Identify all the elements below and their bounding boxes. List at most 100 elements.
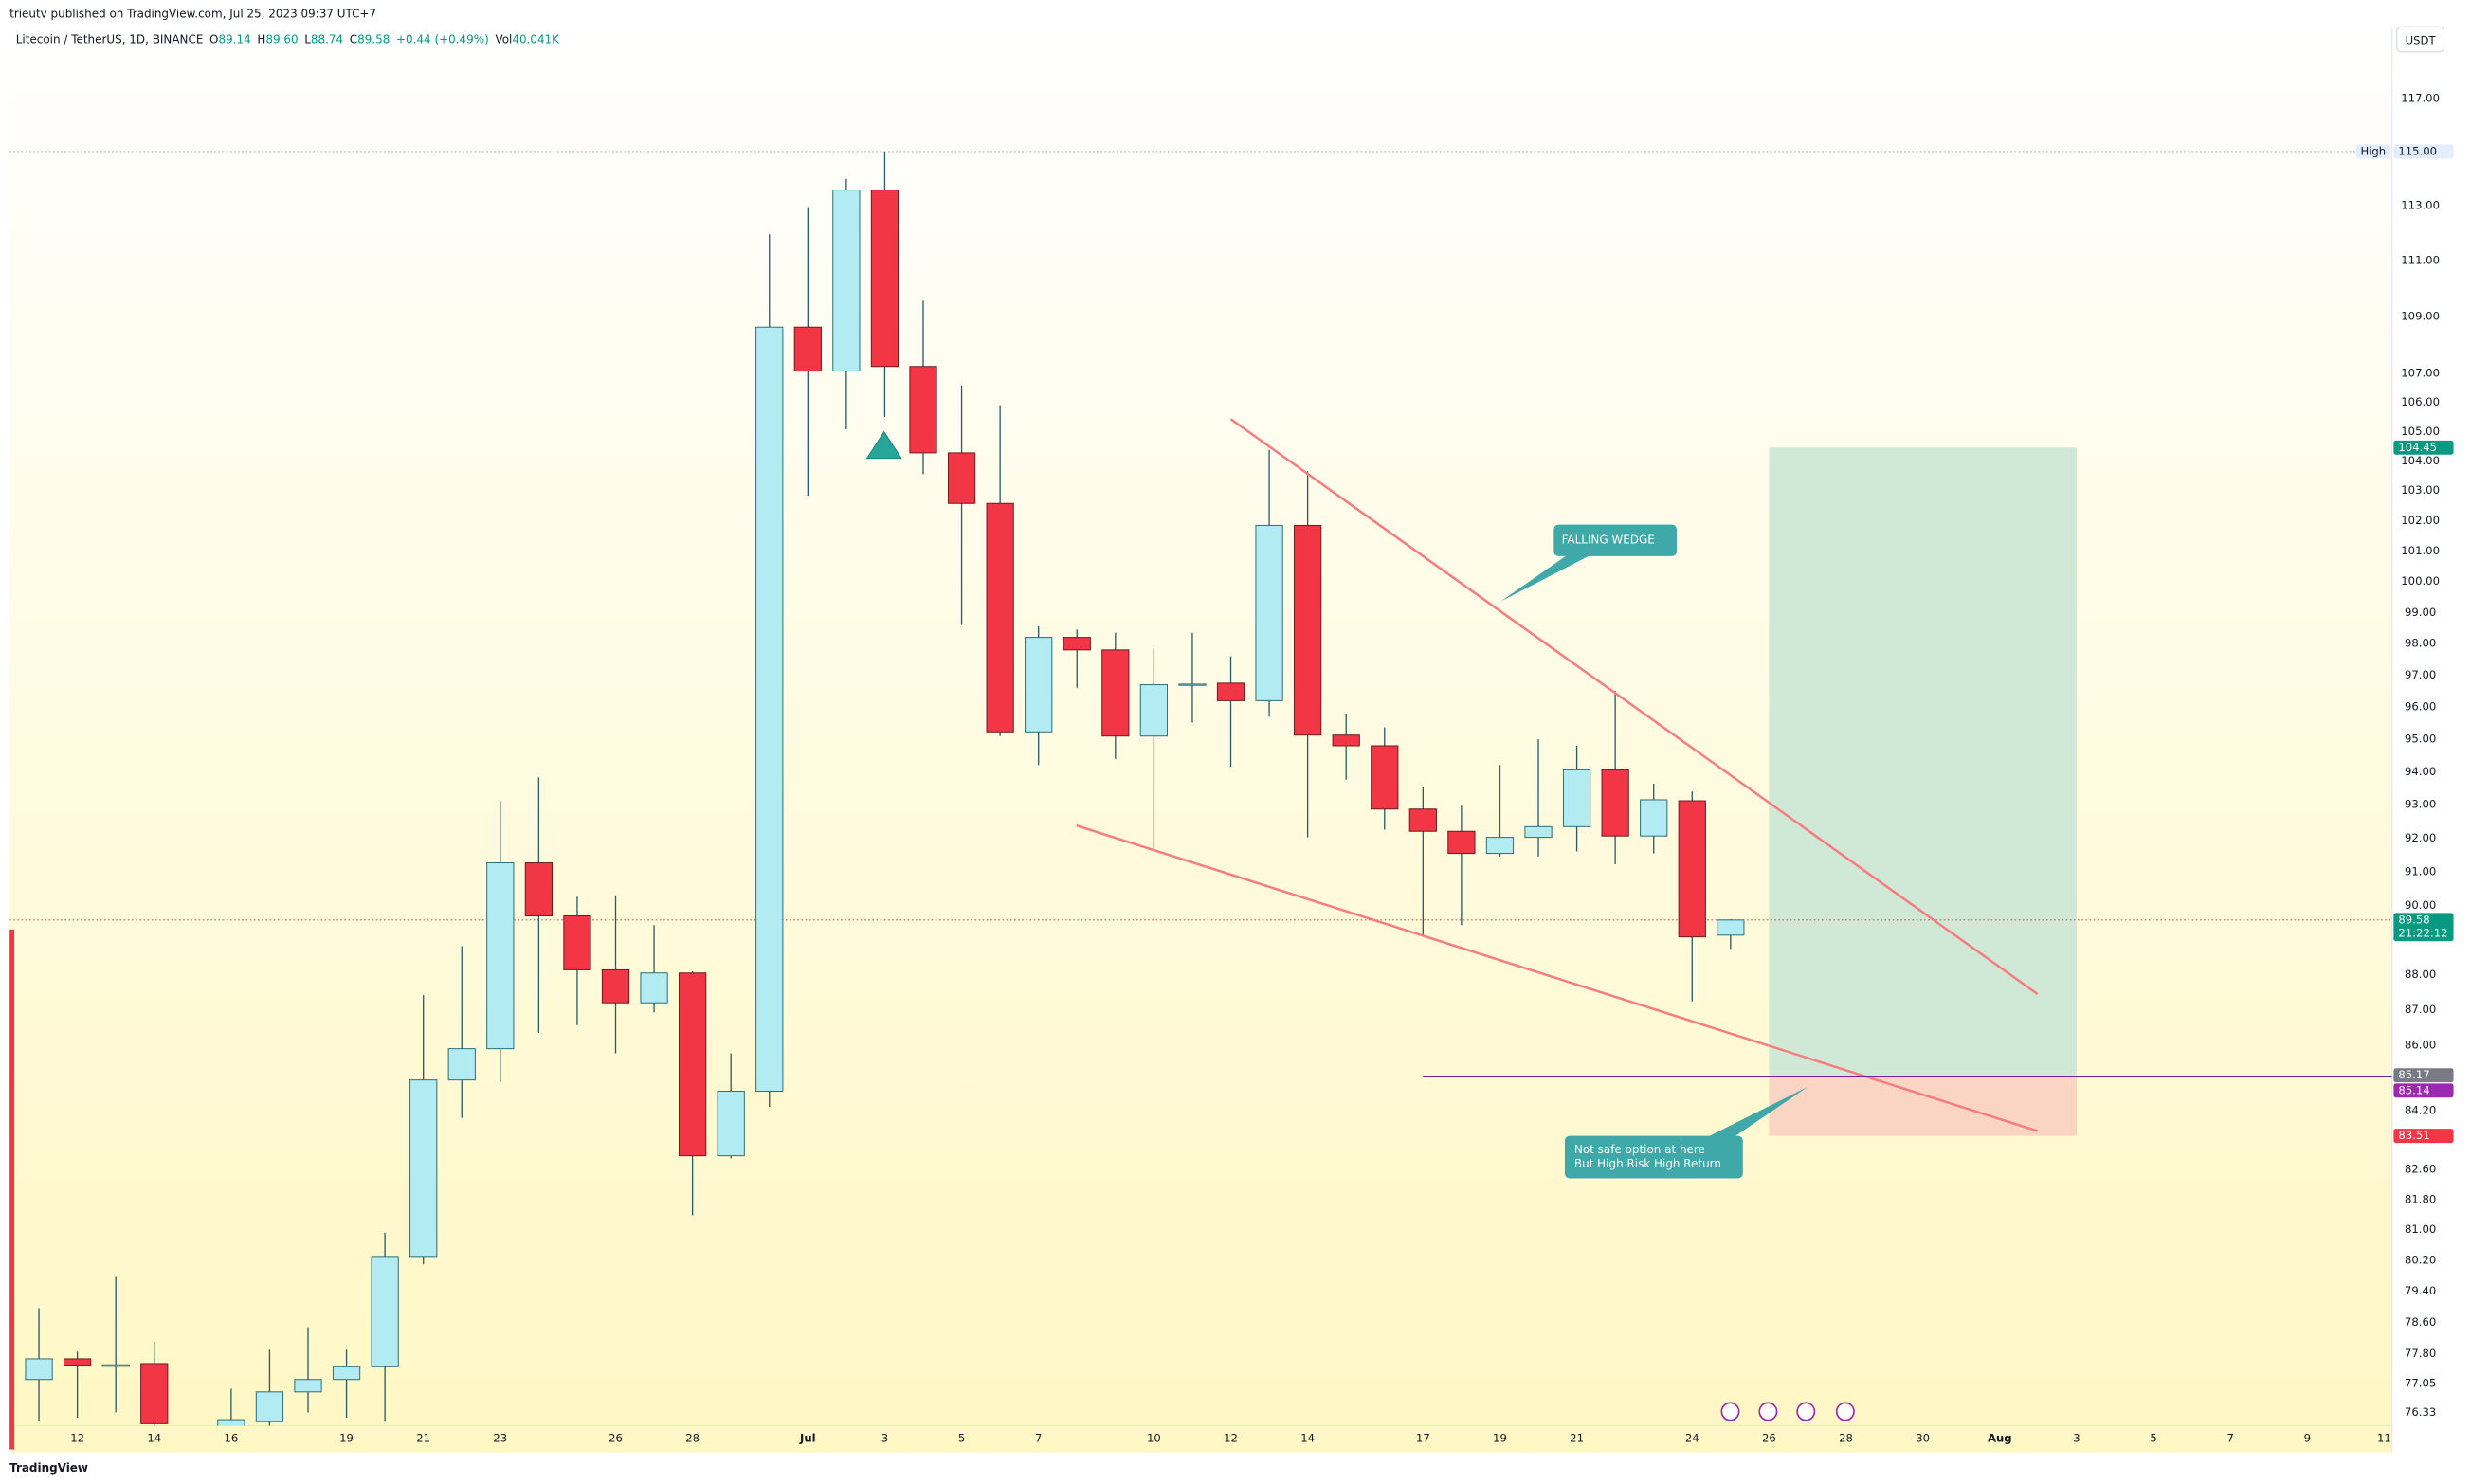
x-tick-label: 7 (2226, 1431, 2233, 1444)
y-tick-label: 100.00 (2401, 574, 2440, 588)
target-label-box (2393, 440, 2454, 455)
target-label: 104.45 (2398, 441, 2437, 454)
candle-body (1101, 649, 1130, 737)
x-tick-label: 21 (416, 1431, 430, 1444)
callout-text: But High Risk High Return (1574, 1157, 1721, 1170)
y-tick-label: 105.00 (2401, 425, 2440, 438)
y-tick-label: 80.20 (2405, 1253, 2436, 1266)
candle-body (717, 1091, 745, 1157)
x-tick-label: 30 (1916, 1431, 1930, 1444)
support-label: 85.14 (2398, 1083, 2429, 1096)
y-tick-label: 101.00 (2401, 544, 2440, 557)
candle-body (563, 914, 591, 970)
candle-body (909, 366, 937, 454)
candle-body (601, 968, 630, 1004)
high-value-box (2393, 144, 2454, 159)
legend-value: 89.14 (218, 32, 250, 45)
high-value: 115.00 (2398, 144, 2437, 157)
stop-label: 83.51 (2398, 1129, 2429, 1142)
high-tag-box (2355, 144, 2391, 159)
y-tick-label: 102.00 (2401, 514, 2440, 527)
x-tick-label: 9 (2304, 1431, 2311, 1444)
legend-key: L (304, 32, 311, 45)
x-tick-label: 28 (1839, 1431, 1853, 1444)
x-tick-label: 19 (1493, 1431, 1507, 1444)
x-tick-label: 24 (1685, 1431, 1699, 1444)
legend-key: H (257, 32, 265, 45)
candle-body (447, 1048, 476, 1081)
candle-body (1524, 825, 1553, 839)
x-tick-label: 3 (881, 1431, 888, 1444)
candle-body (1371, 745, 1399, 810)
y-tick-label: 84.20 (2405, 1103, 2436, 1116)
x-tick-label: 12 (1224, 1431, 1238, 1444)
candle-body (1063, 637, 1091, 651)
candle-body (409, 1079, 438, 1258)
callout-box (1553, 524, 1677, 556)
candle-body (25, 1358, 53, 1381)
event-icon[interactable] (1758, 1402, 1778, 1421)
trendline-lower (1076, 823, 2039, 1132)
entry-label-box (2393, 1068, 2454, 1083)
x-tick-label: 12 (70, 1431, 84, 1444)
y-tick-label: 92.00 (2405, 831, 2436, 844)
y-tick-label: 96.00 (2405, 700, 2436, 714)
high-tag: High (2360, 144, 2386, 157)
candle-body (870, 190, 899, 368)
candle-body (1678, 800, 1706, 938)
candle-body (1447, 830, 1476, 855)
candle-body (755, 326, 784, 1093)
candle-body (1408, 808, 1437, 832)
legend-value: 88.74 (311, 32, 343, 45)
symbol: Litecoin / TetherUS, 1D, BINANCE (16, 32, 204, 45)
x-tick-label: 26 (609, 1431, 623, 1444)
candle-body (1485, 837, 1515, 855)
y-tick-label: 94.00 (2405, 765, 2436, 778)
y-tick-label: 106.00 (2401, 395, 2440, 408)
y-tick-label: 99.00 (2405, 606, 2436, 619)
y-tick-label: 98.00 (2405, 637, 2436, 650)
y-tick-label: 77.80 (2405, 1347, 2436, 1360)
candle-body (1139, 684, 1169, 737)
legend: Litecoin / TetherUS, 1D, BINANCE O89.14 H8… (16, 32, 560, 45)
y-tick-label: 91.00 (2405, 864, 2436, 878)
trendline-upper (1229, 418, 2039, 996)
y-tick-label: 87.00 (2405, 1003, 2436, 1016)
x-tick-label: Aug (1988, 1431, 2012, 1444)
y-tick-label: 104.00 (2401, 454, 2440, 467)
candle-body (1640, 799, 1668, 837)
legend-change: +0.44 (+0.49%) (396, 32, 489, 45)
event-icon[interactable] (1835, 1402, 1855, 1421)
x-tick-label: 14 (147, 1431, 161, 1444)
currency: USDT (2406, 34, 2437, 47)
x-tick-label: 3 (2073, 1431, 2080, 1444)
x-tick-label: 5 (958, 1431, 965, 1444)
y-tick-label: 88.00 (2405, 968, 2436, 981)
x-tick-label: 23 (493, 1431, 507, 1444)
candle-body (1216, 682, 1245, 701)
y-tick-label: 77.05 (2405, 1376, 2436, 1389)
candle-body (140, 1363, 169, 1424)
legend-value: 89.58 (357, 32, 390, 45)
x-tick-label: 19 (339, 1431, 354, 1444)
candle-body (1294, 524, 1322, 736)
candle-body (1332, 734, 1360, 747)
callout-text: Not safe option at here (1574, 1143, 1705, 1156)
legend-key: O (209, 32, 218, 45)
candle-body (101, 1364, 130, 1367)
y-tick-label: 86.00 (2405, 1039, 2436, 1052)
y-tick-label: 90.00 (2405, 898, 2436, 912)
candle-body (371, 1256, 399, 1367)
event-icon[interactable] (1720, 1402, 1740, 1421)
y-tick-label: 82.60 (2405, 1163, 2436, 1176)
stop-label-box (2393, 1129, 2454, 1144)
event-icon[interactable] (1796, 1402, 1816, 1421)
legend-value: 89.60 (265, 32, 298, 45)
candle-body (1178, 683, 1207, 686)
x-tick-label: 17 (1416, 1431, 1430, 1444)
y-tick-label: 93.00 (2405, 798, 2436, 811)
y-tick-label: 107.00 (2401, 367, 2440, 380)
y-tick-label: 109.00 (2401, 309, 2440, 322)
callout-box (1564, 1135, 1743, 1179)
